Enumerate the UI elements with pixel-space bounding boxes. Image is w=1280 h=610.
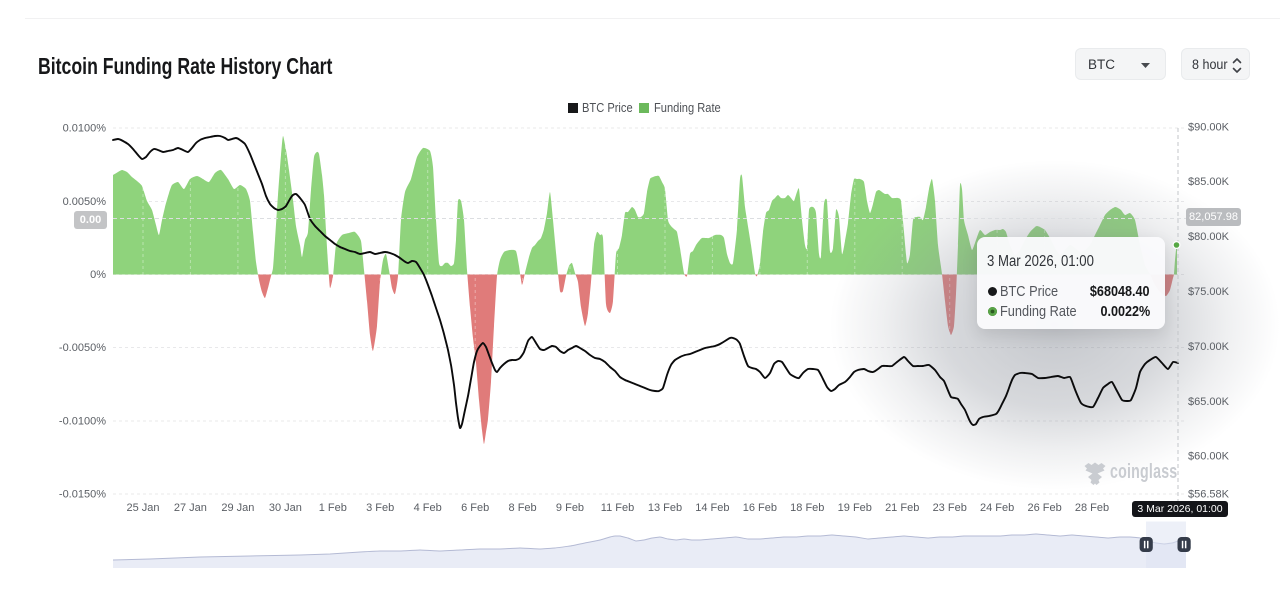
svg-text:26 Feb: 26 Feb [1027,502,1061,514]
svg-text:$60.00K: $60.00K [1188,451,1230,463]
svg-text:8 Feb: 8 Feb [509,502,537,514]
svg-text:19 Feb: 19 Feb [838,502,872,514]
svg-text:18 Feb: 18 Feb [790,502,824,514]
svg-text:1 Feb: 1 Feb [319,502,347,514]
svg-text:$80.00K: $80.00K [1188,231,1230,243]
svg-text:-0.0150%: -0.0150% [59,489,106,501]
svg-text:$56.58K: $56.58K [1188,489,1230,501]
svg-text:$65.00K: $65.00K [1188,396,1230,408]
svg-text:14 Feb: 14 Feb [695,502,729,514]
svg-text:24 Feb: 24 Feb [980,502,1014,514]
svg-text:30 Jan: 30 Jan [269,502,302,514]
svg-text:0.0050%: 0.0050% [63,196,107,208]
svg-text:3 Feb: 3 Feb [366,502,394,514]
svg-text:11 Feb: 11 Feb [601,502,634,514]
svg-text:9 Feb: 9 Feb [556,502,584,514]
svg-text:27 Jan: 27 Jan [174,502,207,514]
svg-text:25 Jan: 25 Jan [126,502,159,514]
svg-text:-0.0100%: -0.0100% [59,416,106,428]
svg-text:$75.00K: $75.00K [1188,286,1230,298]
svg-text:21 Feb: 21 Feb [885,502,919,514]
svg-text:13 Feb: 13 Feb [648,502,682,514]
svg-text:23 Feb: 23 Feb [933,502,967,514]
svg-text:6 Feb: 6 Feb [461,502,489,514]
svg-text:4 Feb: 4 Feb [414,502,442,514]
svg-text:$70.00K: $70.00K [1188,341,1230,353]
svg-text:0.0100%: 0.0100% [63,123,107,135]
svg-text:$90.00K: $90.00K [1188,121,1230,133]
svg-text:0%: 0% [90,269,106,281]
svg-text:16 Feb: 16 Feb [743,502,777,514]
svg-text:28 Feb: 28 Feb [1075,502,1109,514]
svg-text:29 Jan: 29 Jan [221,502,254,514]
svg-text:-0.0050%: -0.0050% [59,342,106,354]
svg-text:$85.00K: $85.00K [1188,176,1230,188]
